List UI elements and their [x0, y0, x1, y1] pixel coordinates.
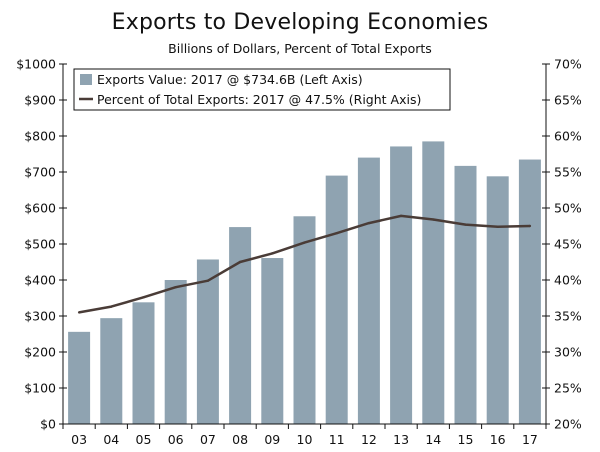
bar-05: [132, 302, 155, 424]
line-point-17: [528, 224, 532, 228]
left-tick-label: $200: [24, 345, 56, 360]
bar-12: [357, 157, 380, 424]
bar-04: [100, 318, 123, 424]
bar-11: [325, 175, 348, 424]
x-tick-label: 14: [425, 432, 441, 447]
x-tick-label: 04: [103, 432, 119, 447]
line-point-15: [464, 223, 467, 226]
right-tick-label: 60%: [554, 129, 582, 144]
bar-13: [390, 146, 413, 424]
line-point-09: [271, 252, 274, 255]
right-tick-label: 40%: [554, 273, 582, 288]
line-point-12: [367, 221, 371, 225]
bar-09: [261, 258, 284, 424]
left-tick-label: $400: [24, 273, 56, 288]
bar-03: [68, 331, 91, 424]
legend-swatch-bar: [80, 74, 92, 85]
x-tick-label: 16: [490, 432, 506, 447]
right-tick-label: 55%: [554, 165, 582, 180]
legend-box: [73, 68, 451, 111]
right-tick-label: 25%: [554, 381, 582, 396]
right-tick-label: 50%: [554, 201, 582, 216]
x-tick-label: 13: [393, 432, 409, 447]
chart-subtitle: Billions of Dollars, Percent of Total Ex…: [168, 41, 432, 56]
line-point-08: [238, 260, 242, 264]
left-tick-label: $100: [24, 381, 56, 396]
bar-07: [196, 259, 219, 424]
x-tick-label: 09: [264, 432, 280, 447]
right-tick-label: 20%: [554, 417, 582, 432]
right-tick-label: 45%: [554, 237, 582, 252]
left-tick-label: $700: [24, 165, 56, 180]
line-point-11: [335, 232, 338, 235]
x-tick-label: 15: [458, 432, 474, 447]
bar-14: [422, 141, 445, 424]
left-tick-label: $800: [24, 129, 56, 144]
chart-title: Exports to Developing Economies: [111, 10, 489, 35]
line-point-13: [399, 214, 403, 218]
x-tick-label: 07: [200, 432, 216, 447]
left-tick-label: $500: [24, 237, 56, 252]
x-tick-label: 11: [329, 432, 345, 447]
line-point-06: [174, 286, 177, 289]
x-tick-label: 05: [136, 432, 152, 447]
x-tick-label: 06: [168, 432, 184, 447]
left-tick-label: $300: [24, 309, 56, 324]
legend: Exports Value: 2017 @ $734.6B (Left Axis…: [73, 68, 451, 111]
left-tick-label: $0: [40, 417, 56, 432]
bar-06: [164, 280, 187, 424]
legend-label-bar: Exports Value: 2017 @ $734.6B (Left Axis…: [97, 72, 363, 87]
x-tick-label: 17: [522, 432, 538, 447]
line-point-16: [496, 225, 499, 228]
x-tick-label: 12: [361, 432, 377, 447]
x-tick-label: 08: [232, 432, 248, 447]
right-tick-label: 30%: [554, 345, 582, 360]
bar-16: [486, 176, 509, 424]
legend-label-line: Percent of Total Exports: 2017 @ 47.5% (…: [97, 92, 421, 107]
bar-10: [293, 216, 316, 424]
bar-08: [229, 227, 252, 424]
x-tick-label: 10: [297, 432, 313, 447]
right-tick-label: 65%: [554, 93, 582, 108]
line-point-10: [303, 241, 306, 244]
bar-15: [454, 165, 477, 424]
x-tick-label: 03: [71, 432, 87, 447]
line-point-07: [206, 279, 210, 282]
left-tick-label: $900: [24, 93, 56, 108]
bar-17: [518, 159, 541, 424]
line-point-04: [110, 305, 113, 308]
left-tick-label: $600: [24, 201, 56, 216]
line-point-03: [77, 311, 81, 314]
left-tick-label: $1000: [16, 57, 56, 72]
right-tick-label: 35%: [554, 309, 582, 324]
line-point-14: [432, 218, 435, 221]
right-tick-label: 70%: [554, 57, 582, 72]
line-point-05: [142, 296, 145, 299]
